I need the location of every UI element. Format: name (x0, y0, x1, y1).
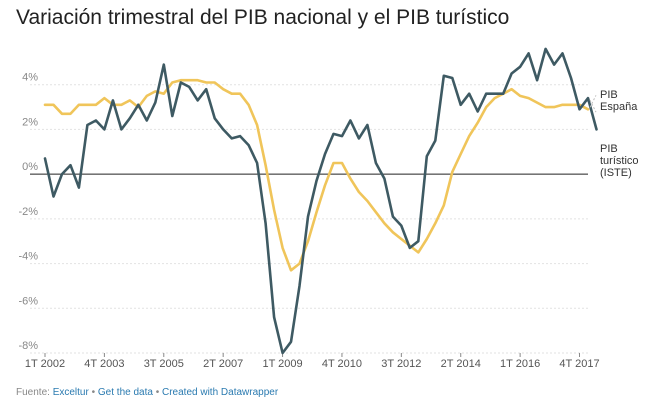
series-label-pib-turistico: turístico (600, 155, 639, 167)
footer-separator: • (152, 387, 162, 398)
series-line-pib-turistico (43, 47, 598, 355)
x-tick-label: 4T 2017 (559, 358, 599, 370)
x-tick-label: 2T 2014 (441, 358, 481, 370)
y-tick-label: 4% (22, 72, 38, 84)
x-axis-ticks: 1T 2002 4T 2003 3T 2005 2T 2007 1T 2009 4T 20… (25, 353, 600, 370)
y-axis-ticks: 4% 2% 0% -2% -4% -6% -8% (18, 72, 38, 352)
datawrapper-link[interactable]: Created with Datawrapper (162, 387, 279, 398)
footer: Fuente: Exceltur • Get the data • Create… (16, 387, 278, 398)
y-tick-label: -2% (18, 206, 38, 218)
series-label-pib-turistico: PIB (600, 143, 618, 155)
x-tick-label: 3T 2012 (381, 358, 421, 370)
x-tick-label: 1T 2002 (25, 358, 65, 370)
y-tick-label: 2% (22, 116, 38, 128)
y-tick-label: -4% (18, 251, 38, 263)
series-label-pib-turistico: (ISTE) (600, 167, 632, 179)
footer-prefix: Fuente: (16, 387, 53, 398)
chart-title: Variación trimestral del PIB nacional y … (16, 6, 510, 29)
x-tick-label: 4T 2003 (84, 358, 124, 370)
series-label-pib-espana: España (600, 101, 638, 113)
y-tick-label: -8% (18, 340, 38, 352)
y-tick-label: -6% (18, 295, 38, 307)
footer-separator: • (88, 387, 98, 398)
series-line-pib-espana (43, 78, 590, 272)
series-lines (43, 47, 598, 355)
get-data-link[interactable]: Get the data (97, 387, 153, 398)
series-label-pib-espana: PIB (600, 89, 618, 101)
x-tick-label: 2T 2007 (203, 358, 243, 370)
source-link[interactable]: Exceltur (52, 387, 89, 398)
x-tick-label: 1T 2016 (500, 358, 540, 370)
x-tick-label: 4T 2010 (322, 358, 362, 370)
x-tick-label: 1T 2009 (262, 358, 302, 370)
y-tick-label: 0% (22, 161, 38, 173)
x-tick-label: 3T 2005 (144, 358, 184, 370)
